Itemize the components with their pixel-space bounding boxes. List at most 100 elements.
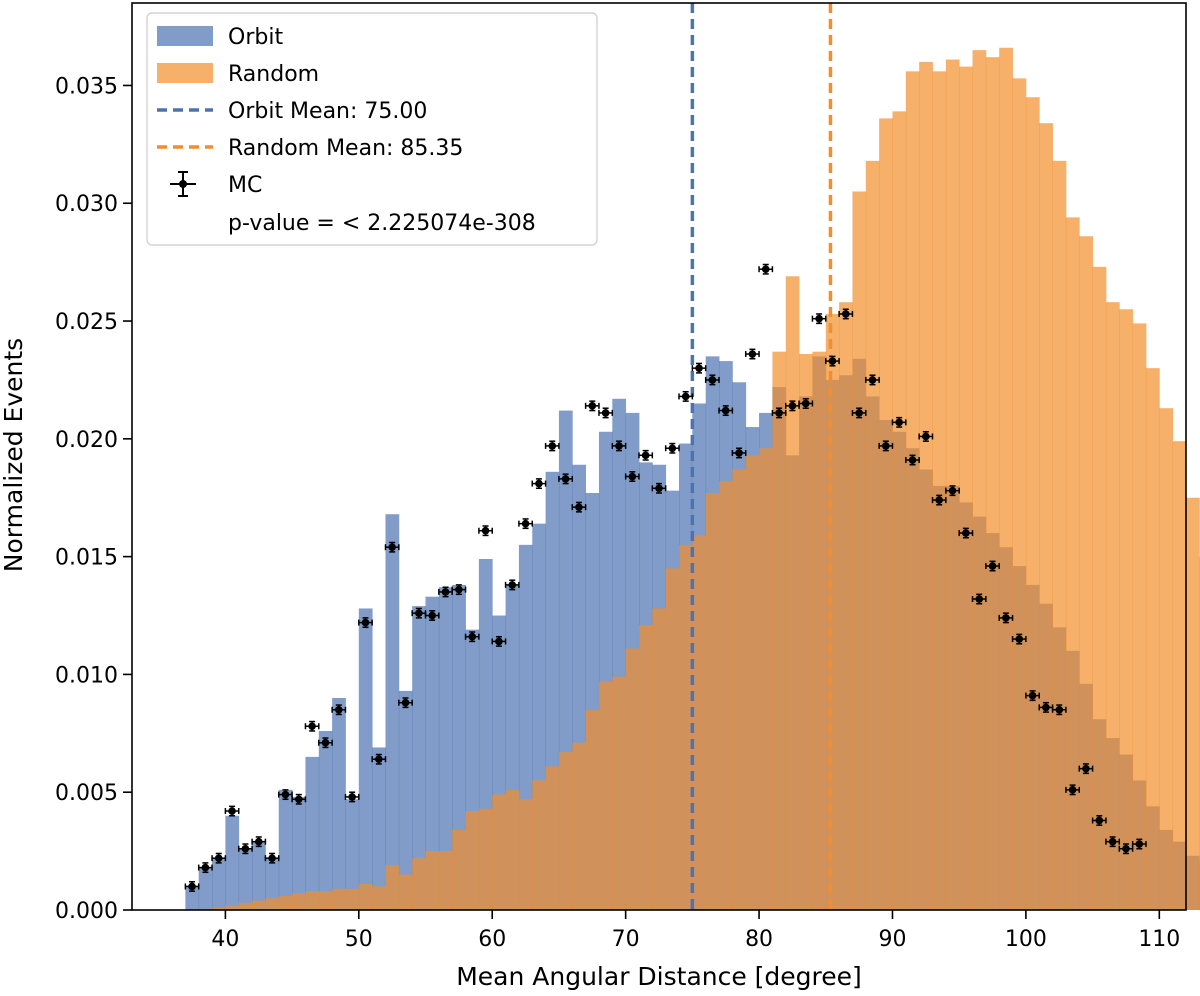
mc-point: [197, 862, 213, 874]
mc-marker: [1002, 614, 1010, 622]
histogram-bar: [825, 313, 840, 910]
mc-point: [744, 348, 760, 360]
mc-point: [731, 447, 747, 459]
histogram-bar: [852, 191, 867, 910]
mc-marker: [375, 755, 383, 764]
mc-point: [624, 471, 640, 482]
histogram-bar: [719, 481, 733, 910]
plot-area: [184, 3, 1200, 911]
histogram-bar: [905, 71, 920, 911]
histogram-bar: [425, 596, 440, 910]
histogram-bar: [959, 66, 973, 911]
mc-point: [211, 852, 227, 864]
mc-marker: [668, 444, 677, 453]
legend-label-mc: MC: [228, 173, 262, 198]
mc-marker: [815, 314, 823, 323]
mc-point: [224, 805, 240, 817]
histogram-bar: [252, 900, 266, 910]
histogram-bar: [438, 851, 453, 910]
x-tick-label: 100: [1005, 927, 1047, 952]
mc-marker: [615, 442, 623, 450]
mc-marker: [294, 795, 303, 804]
mc-marker: [655, 484, 663, 493]
mc-point: [1131, 838, 1147, 850]
histogram-bar: [332, 888, 346, 910]
mc-marker: [428, 611, 436, 620]
histogram-bar: [345, 799, 360, 910]
histogram-bar: [879, 118, 893, 911]
histogram-bar: [799, 354, 813, 911]
mc-marker: [1082, 764, 1090, 773]
histogram-bar: [412, 606, 426, 910]
mc-point: [291, 793, 307, 805]
mc-point: [264, 852, 280, 864]
histogram-bar: [839, 302, 853, 910]
mc-marker: [962, 529, 970, 537]
histogram-bar: [305, 891, 320, 910]
legend-swatch-random: [157, 63, 213, 83]
mc-point: [544, 440, 560, 452]
mc-marker: [1015, 635, 1024, 643]
histogram-bar: [652, 608, 667, 910]
mc-point: [1118, 843, 1134, 855]
mc-marker: [575, 503, 583, 511]
mc-point: [384, 541, 400, 553]
mc-marker: [268, 854, 276, 862]
mc-point: [491, 635, 507, 647]
legend-label-random: Random: [228, 62, 319, 87]
legend-frame: [146, 12, 598, 246]
histogram-bar: [265, 858, 280, 910]
mc-marker: [521, 519, 530, 528]
mc-marker: [855, 409, 863, 417]
histogram-bar: [692, 535, 707, 910]
mc-point: [758, 263, 774, 275]
mc-point: [251, 836, 267, 848]
mc-marker: [455, 585, 463, 594]
histogram-bar: [745, 455, 760, 910]
histogram-bar: [198, 867, 213, 910]
histogram-bar: [358, 608, 373, 910]
y-axis-label: Normalized Events: [0, 338, 28, 572]
histogram-bar: [1119, 309, 1134, 910]
mc-marker: [281, 790, 290, 799]
mc-point: [1065, 784, 1081, 796]
histogram-bar: [452, 584, 466, 910]
mc-marker: [1068, 786, 1077, 794]
histogram-bar: [292, 796, 306, 910]
mc-marker: [841, 310, 850, 318]
histogram-bar: [812, 351, 827, 911]
mc-point: [344, 791, 360, 803]
histogram-bar: [759, 448, 773, 910]
mc-point: [278, 789, 293, 801]
mc-point: [558, 473, 574, 485]
mc-marker: [882, 442, 890, 450]
y-tick-label: 0.035: [55, 74, 118, 99]
mc-marker: [681, 392, 690, 401]
mc-point: [1091, 815, 1107, 826]
mc-point: [905, 454, 920, 466]
histogram-bar: [1079, 236, 1094, 910]
mc-marker: [535, 479, 543, 488]
mc-marker: [828, 357, 837, 365]
y-tick-label: 0.020: [55, 428, 118, 453]
histogram-bar: [372, 747, 386, 910]
histogram-bar: [385, 865, 400, 910]
histogram-bar: [238, 902, 253, 910]
mc-marker: [735, 449, 743, 457]
histogram-bar: [1172, 441, 1187, 910]
histogram-bar: [318, 891, 333, 910]
mc-point: [1051, 704, 1067, 716]
mc-marker: [1042, 703, 1050, 712]
histogram-bar: [1052, 160, 1067, 910]
mc-marker: [801, 399, 810, 408]
mc-marker: [601, 409, 610, 417]
mc-point: [1105, 836, 1121, 848]
histogram-bar: [265, 898, 280, 910]
histogram-bar: [398, 874, 413, 910]
mc-point: [798, 398, 814, 409]
histogram-random: [212, 47, 1200, 911]
mc-marker: [495, 637, 503, 646]
mc-point: [825, 355, 840, 367]
